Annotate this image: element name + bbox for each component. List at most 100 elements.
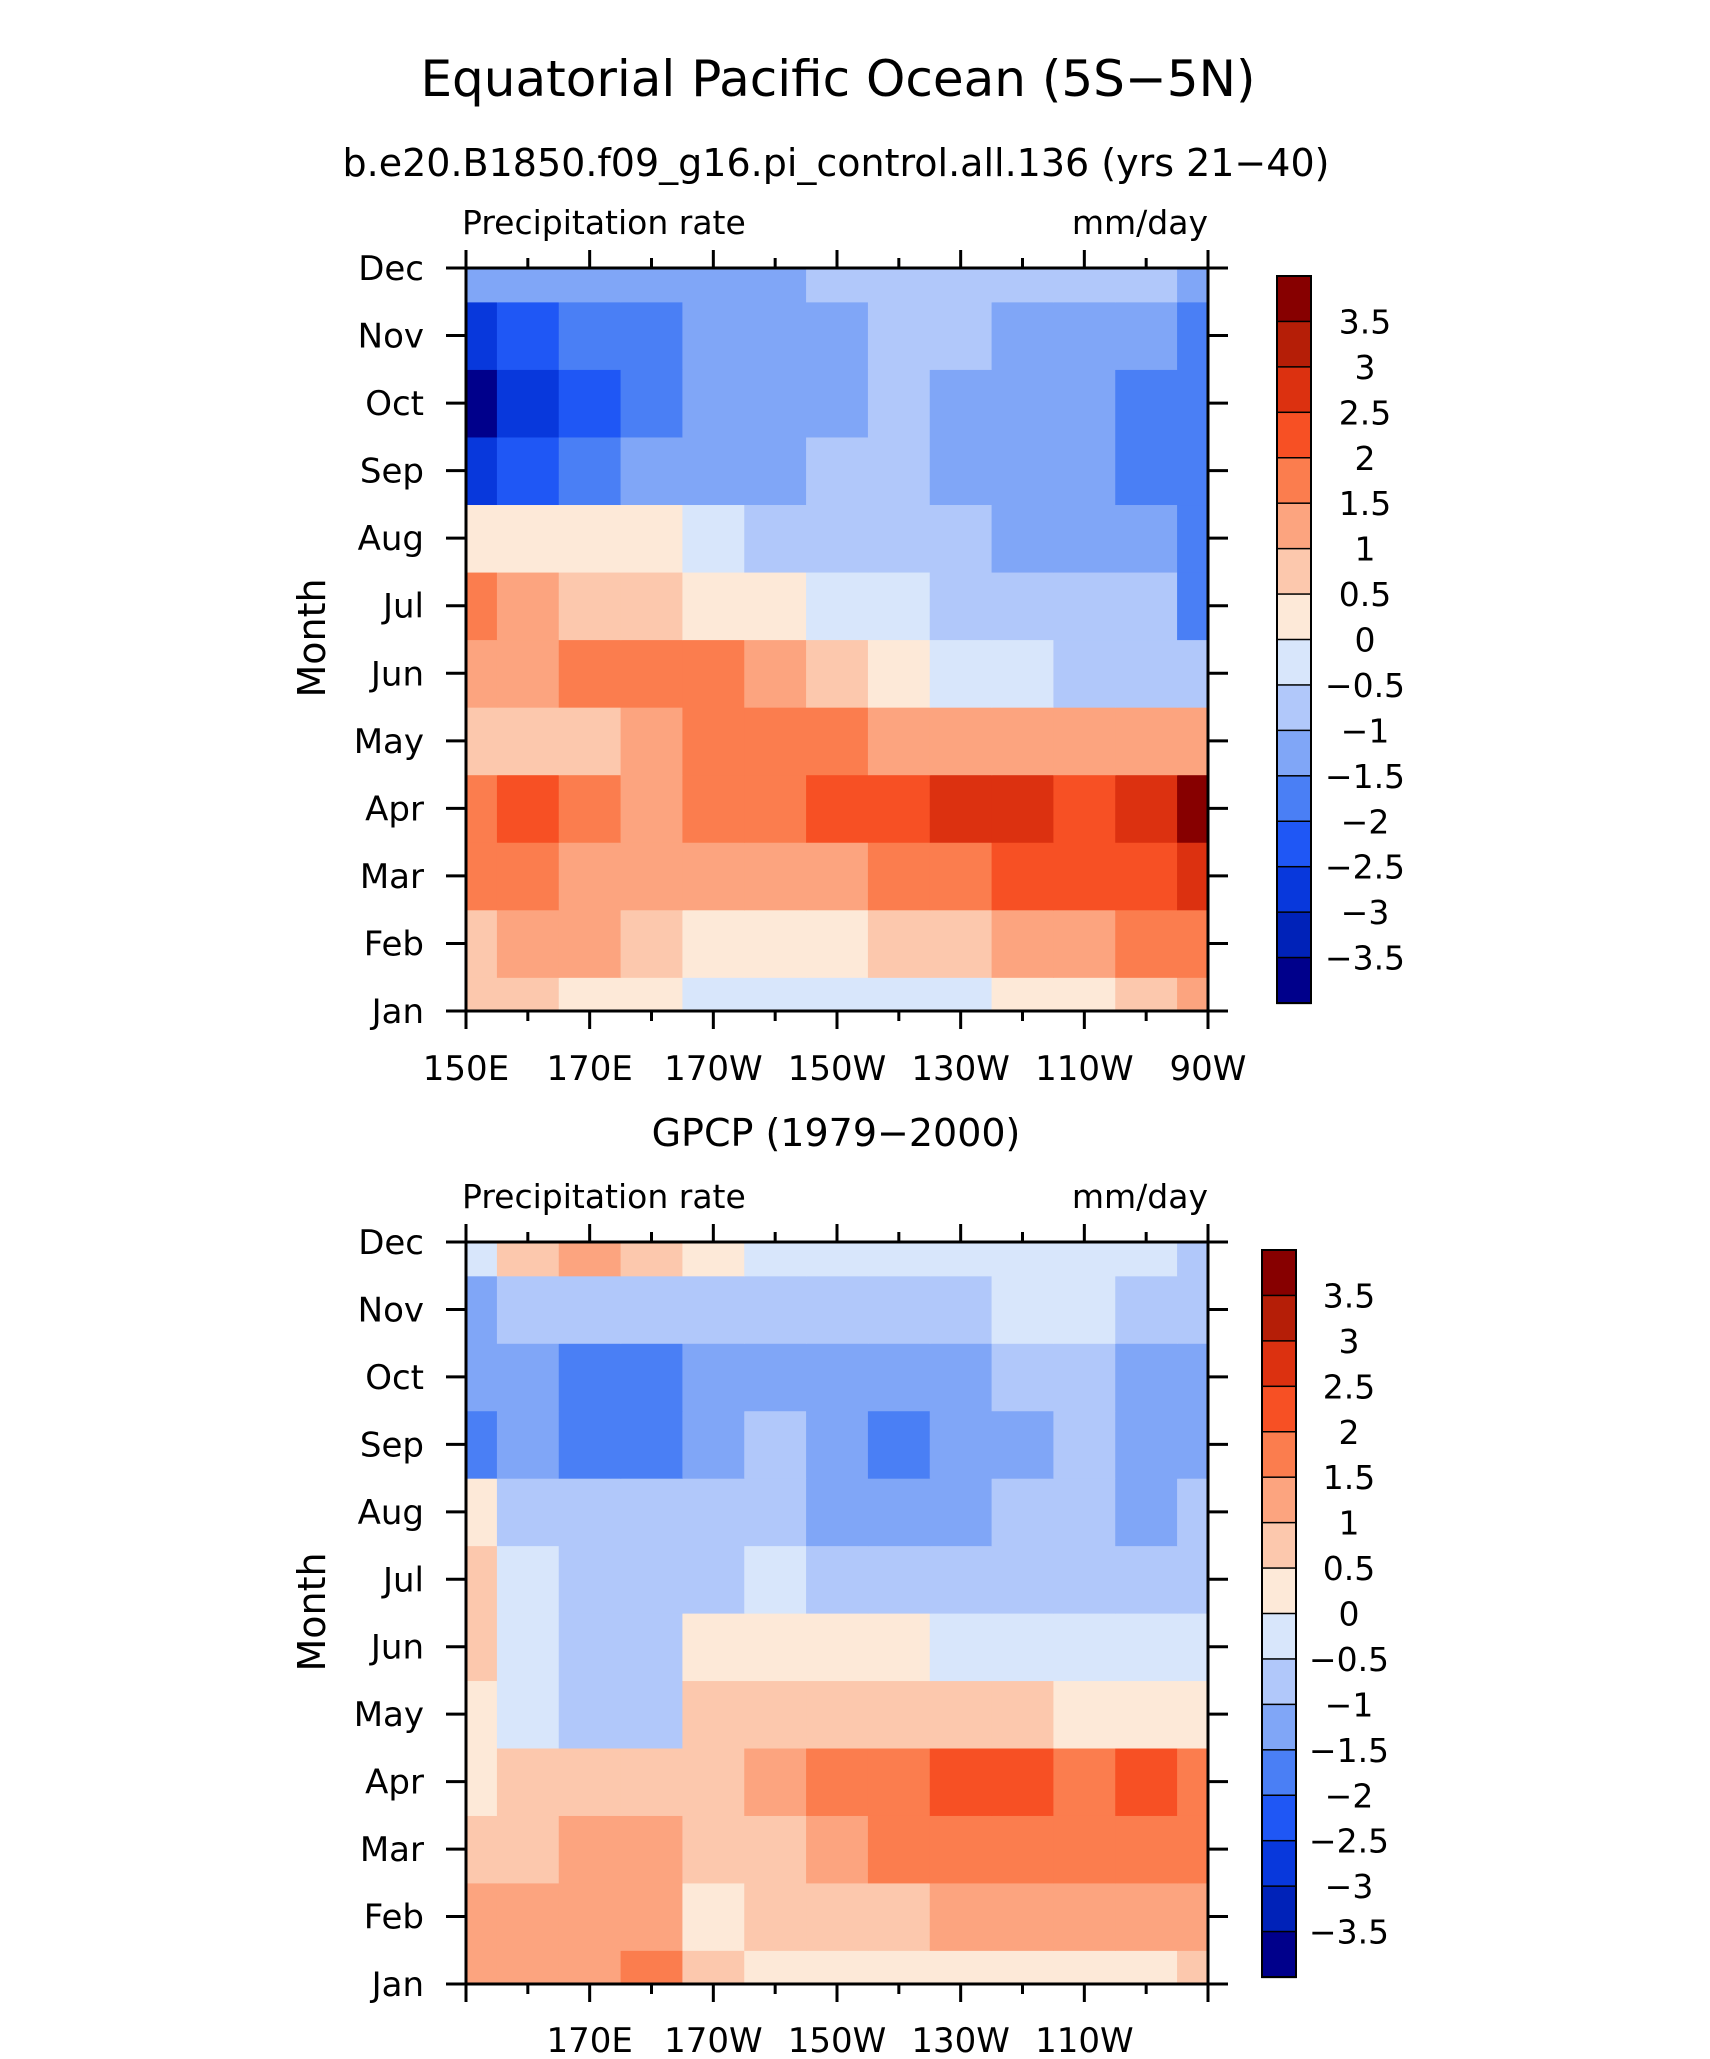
panel-model-cell — [991, 268, 1055, 303]
panel-model-cell — [558, 909, 622, 978]
panel-model-cell — [558, 301, 622, 370]
panel-gpcp-cell — [867, 1815, 931, 1884]
panel-model-cell — [620, 436, 684, 506]
panel-gpcp-cell — [991, 1478, 1055, 1547]
panel-model-ylabel: Month — [290, 578, 334, 697]
panel-model-cell — [867, 639, 931, 708]
panel-gpcp-cell — [558, 1410, 622, 1479]
panel-gpcp-cell — [744, 1410, 807, 1479]
panel-model-cell — [1177, 268, 1208, 303]
panel-gpcp-cell — [1053, 1613, 1116, 1682]
panel-gpcp-colorbar-box — [1261, 1703, 1297, 1751]
panel-gpcp-colorbar-label: 2 — [1339, 1413, 1360, 1452]
panel-model-cell — [558, 707, 622, 776]
panel-gpcp-cell — [620, 1275, 684, 1344]
panel-model-cell — [620, 977, 684, 1011]
panel-model-x-tick-label: 150E — [423, 1049, 509, 1089]
panel-model-cell — [620, 504, 684, 573]
panel-model-left-string: Precipitation rate — [462, 203, 746, 242]
panel-gpcp-cell — [558, 1478, 622, 1547]
panel-model-cell — [1053, 436, 1116, 506]
panel-model-cell — [496, 369, 560, 438]
panel-gpcp-cell — [1053, 1275, 1116, 1344]
panel-model-cell — [806, 301, 869, 370]
panel-model-colorbar-box — [1276, 275, 1312, 323]
panel-gpcp-cell — [558, 1747, 622, 1816]
panel-model-y-tick-label: Aug — [358, 519, 424, 559]
panel-model-cell — [806, 639, 869, 708]
panel-gpcp-cell — [558, 1343, 622, 1412]
panel-model-cell — [682, 909, 745, 978]
panel-model-cell — [466, 977, 498, 1011]
panel-model-colorbar-box — [1276, 684, 1312, 732]
panel-model-cell — [558, 436, 622, 506]
panel-model-colorbar-box — [1276, 320, 1312, 369]
panel-model-colorbar-frame — [1276, 275, 1312, 1004]
panel-model-cell — [466, 369, 498, 438]
panel-gpcp-cell — [620, 1882, 684, 1951]
panel-gpcp-colorbar-box — [1261, 1340, 1297, 1388]
panel-gpcp-colorbar-label: 1 — [1339, 1504, 1360, 1543]
panel-gpcp-colorbar-box — [1261, 1612, 1297, 1661]
panel-gpcp-cell — [806, 1747, 869, 1816]
panel-gpcp-cell — [496, 1545, 560, 1614]
panel-model-cell — [620, 774, 684, 843]
panel-model-cell — [466, 774, 498, 843]
panel-gpcp-cell — [1177, 1478, 1208, 1547]
panel-model-cell — [558, 571, 622, 641]
panel-model-subtitle: b.e20.B1850.f09_g16.pi_control.all.136 (… — [343, 141, 1330, 185]
panel-model-cell — [496, 774, 560, 843]
panel-model-cell — [1053, 639, 1116, 708]
panel-gpcp-x-tick-label: 170W — [664, 2021, 763, 2059]
panel-gpcp-cell — [929, 1882, 993, 1951]
panel-model-cell — [1177, 842, 1208, 911]
panel-model-cell — [1177, 301, 1208, 370]
panel-gpcp-cell — [496, 1613, 560, 1682]
panel-model-cell — [682, 639, 745, 708]
panel-gpcp-y-tick-label: Nov — [358, 1290, 424, 1330]
panel-model-colorbar-box — [1276, 865, 1312, 914]
panel-gpcp-cell — [867, 1882, 931, 1951]
panel-model-cell — [744, 842, 807, 911]
panel-model-colorbar-label: 3.5 — [1339, 302, 1391, 341]
panel-gpcp-cell — [466, 1882, 498, 1951]
panel-model-cell — [620, 842, 684, 911]
panel-model-cell — [496, 707, 560, 776]
panel-gpcp-cell — [744, 1478, 807, 1547]
panel-gpcp-cell — [466, 1242, 498, 1277]
panel-gpcp-cell — [867, 1343, 931, 1412]
panel-model-cell — [1053, 774, 1116, 843]
panel-model-cell — [929, 436, 993, 506]
panel-gpcp-cell — [496, 1242, 560, 1277]
panel-model-cell — [1115, 909, 1178, 978]
panel-gpcp-cell — [806, 1242, 869, 1277]
panel-model-cell — [620, 301, 684, 370]
panel-model-colorbar-label: −0.5 — [1325, 666, 1405, 705]
panel-model-y-tick-label: Mar — [360, 857, 424, 897]
panel-gpcp-cell — [682, 1545, 745, 1614]
panel-model-cell — [682, 774, 745, 843]
panel-gpcp-cell — [620, 1410, 684, 1479]
panel-gpcp-cell — [1177, 1882, 1208, 1951]
panel-model-cell — [496, 977, 560, 1011]
panel-model-cell — [744, 977, 807, 1011]
panel-model-colorbar-box — [1276, 411, 1312, 459]
panel-model-colorbar: 3.5 3 2.5 2 1.5 1 0.5 0 −0.5 −1 −1.5 −2 −2.5 −3 −3.5 — [1276, 275, 1405, 1005]
panel-model-cell — [558, 774, 622, 843]
panel-gpcp-y-tick-label: Apr — [365, 1763, 424, 1803]
panel-model-cell — [682, 268, 745, 303]
panel-gpcp-cell — [682, 1343, 745, 1412]
panel-model-colorbar-box — [1276, 457, 1312, 505]
panel-model-cell — [867, 842, 931, 911]
panel-model-cell — [1115, 977, 1178, 1011]
panel-model-cell — [1053, 707, 1116, 776]
panel-model-cell — [991, 977, 1055, 1011]
panel-model-cell — [929, 977, 993, 1011]
panel-gpcp-cell — [558, 1545, 622, 1614]
panel-model-cell — [682, 707, 745, 776]
panel-gpcp-cell — [558, 1815, 622, 1884]
panel-gpcp-cell — [682, 1478, 745, 1547]
panel-model-cell — [929, 504, 993, 573]
panel-model-colorbar-label: 0.5 — [1339, 575, 1391, 614]
panel-model-cell — [466, 504, 498, 573]
